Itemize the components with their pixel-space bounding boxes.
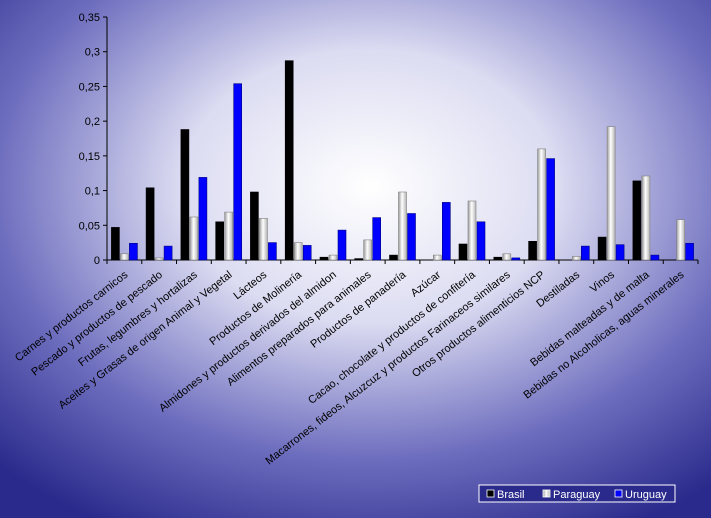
bar-paraguay-15: [641, 175, 651, 261]
bar-paraguay-4: [259, 218, 268, 261]
bar-paraguay-5: [293, 242, 303, 261]
bar-paraguay-9: [432, 254, 442, 261]
bar-paraguay-8: [398, 191, 407, 261]
bar-uruguay-1: [163, 245, 173, 261]
y-tick-label: 0: [94, 255, 100, 267]
legend-label-brasil: Brasil: [497, 489, 525, 501]
bar-brasil-4: [250, 191, 259, 261]
bar-uruguay-7: [372, 217, 382, 261]
bar-brasil-1: [145, 187, 155, 261]
bar-paraguay-1: [154, 257, 164, 261]
legend-swatch-brasil: [486, 489, 495, 498]
bar-uruguay-0: [129, 243, 138, 261]
bar-uruguay-15: [650, 254, 660, 261]
bar-paraguay-10: [467, 200, 477, 261]
bar-paraguay-7: [363, 239, 373, 261]
bar-paraguay-3: [224, 211, 233, 261]
bar-brasil-7: [354, 258, 364, 261]
bar-paraguay-0: [120, 253, 129, 261]
bar-uruguay-2: [198, 177, 208, 261]
y-tick-label: 0,25: [79, 81, 100, 93]
bar-brasil-2: [180, 129, 190, 261]
bar-brasil-8: [389, 254, 398, 261]
bar-brasil-10: [458, 243, 468, 261]
bar-uruguay-3: [233, 83, 242, 261]
bar-uruguay-4: [268, 242, 277, 261]
bar-uruguay-9: [441, 202, 451, 261]
legend-label-paraguay: Paraguay: [553, 489, 601, 501]
bar-paraguay-14: [606, 126, 616, 261]
bar-brasil-14: [597, 236, 607, 261]
bar-brasil-15: [632, 180, 642, 261]
legend-swatch-paraguay: [542, 489, 551, 498]
bar-brasil-0: [111, 227, 120, 261]
legend-swatch-uruguay: [614, 489, 623, 498]
bar-uruguay-12: [546, 158, 555, 261]
bar-uruguay-8: [407, 213, 416, 261]
bar-uruguay-13: [580, 245, 590, 261]
bar-brasil-5: [284, 60, 294, 261]
y-tick-label: 0,15: [79, 151, 100, 163]
bar-uruguay-11: [511, 257, 521, 261]
bar-brasil-3: [215, 221, 224, 261]
legend-label-uruguay: Uruguay: [625, 489, 667, 501]
bar-paraguay-16: [676, 219, 685, 261]
bar-paraguay-12: [537, 148, 546, 261]
bar-brasil-6: [319, 256, 329, 261]
bar-brasil-12: [528, 241, 537, 261]
y-tick-label: 0,1: [85, 186, 100, 198]
y-tick-label: 0,05: [79, 220, 100, 232]
bar-paraguay-2: [189, 216, 199, 261]
legend: Brasil Paraguay Uruguay: [478, 484, 676, 503]
bar-paraguay-11: [502, 253, 512, 261]
bar-uruguay-14: [615, 244, 625, 261]
bar-uruguay-6: [337, 229, 347, 261]
legend-box: [478, 484, 676, 503]
y-tick-label: 0,35: [79, 12, 100, 24]
bar-paraguay-13: [571, 256, 581, 261]
bar-uruguay-16: [685, 243, 694, 261]
bar-uruguay-5: [302, 245, 312, 261]
y-tick-label: 0,2: [85, 116, 100, 128]
bar-paraguay-6: [328, 254, 338, 261]
bar-uruguay-10: [476, 221, 486, 261]
y-tick-label: 0,3: [85, 47, 100, 59]
bar-brasil-11: [493, 256, 503, 261]
